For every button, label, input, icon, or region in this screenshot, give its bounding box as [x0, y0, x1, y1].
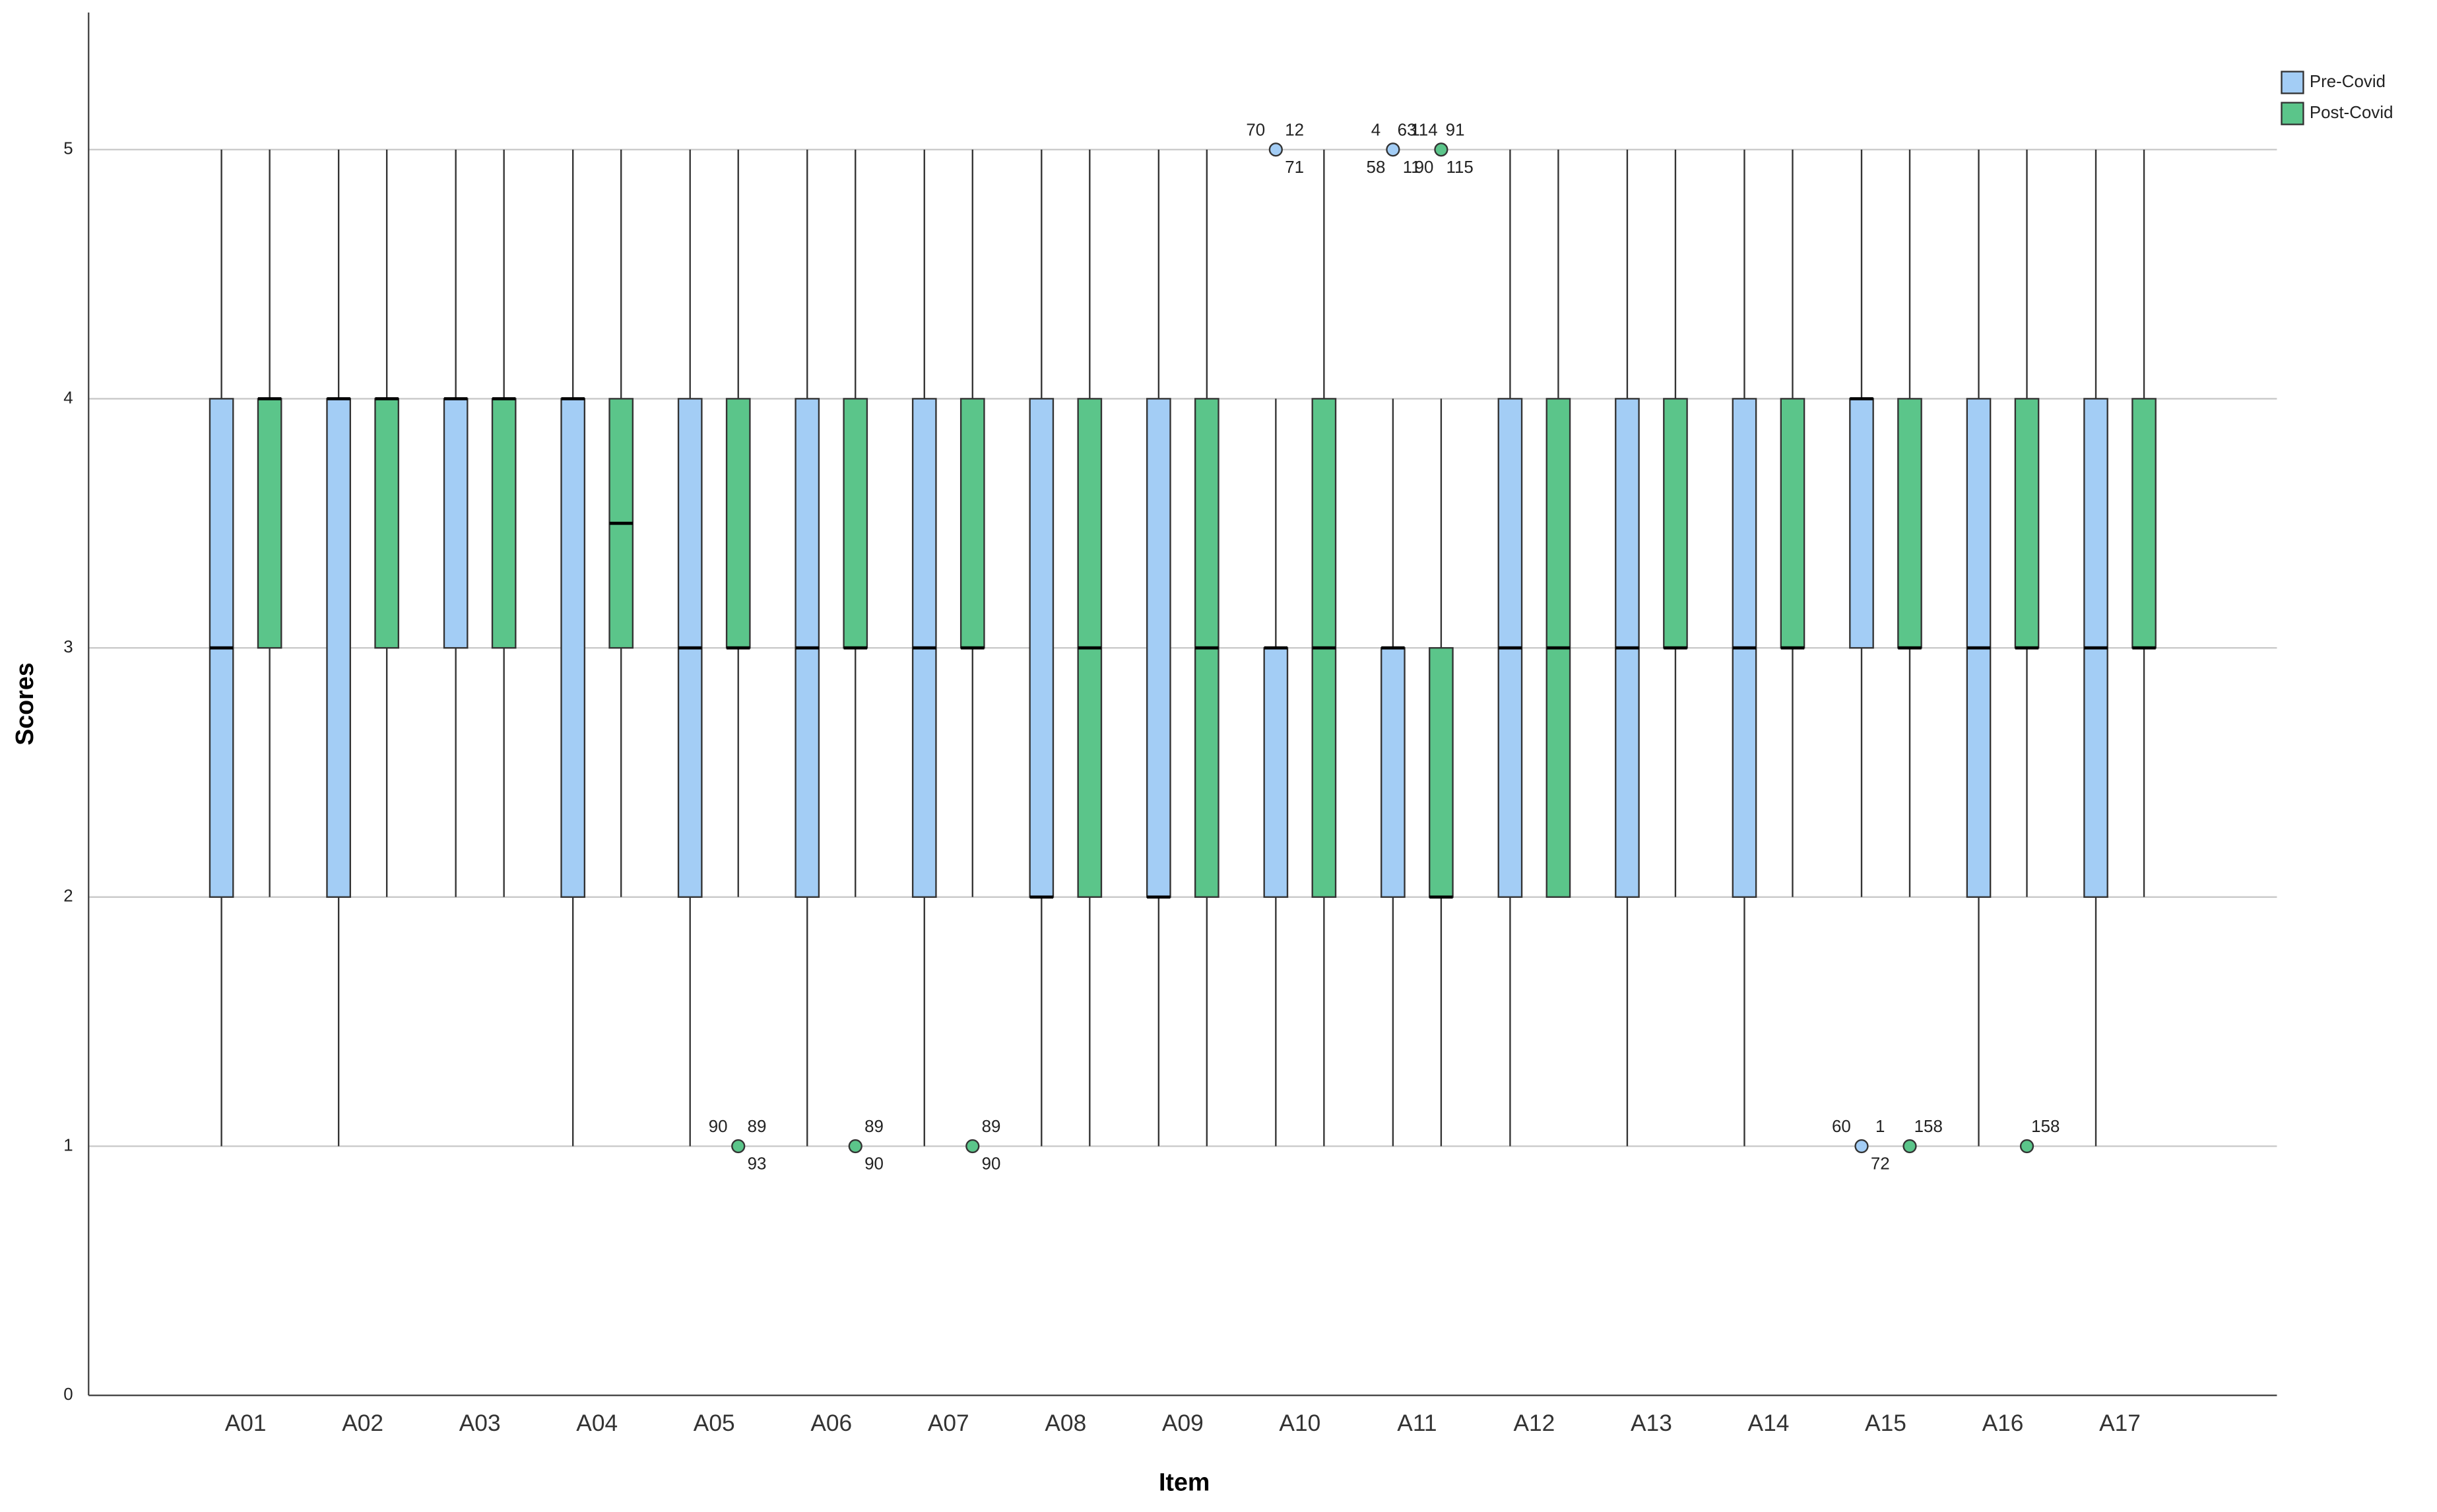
y-axis-title: Scores: [11, 662, 38, 745]
x-tick-label: A06: [810, 1410, 852, 1436]
outlier: [1386, 142, 1400, 157]
y-tick-label: 5: [63, 140, 73, 158]
outlier: [1854, 1139, 1869, 1154]
box: [374, 398, 399, 649]
box: [1263, 646, 1289, 898]
box: [1897, 398, 1922, 649]
outlier-label: 89: [748, 1118, 767, 1136]
box: [959, 398, 985, 649]
outlier-label: 70: [1246, 121, 1265, 139]
x-tick-label: A11: [1397, 1410, 1437, 1436]
x-tick-label: A13: [1631, 1410, 1672, 1436]
box: [1146, 398, 1171, 898]
box: [257, 398, 282, 649]
box: [2014, 398, 2040, 649]
x-tick-label: A02: [342, 1410, 383, 1436]
box: [1429, 646, 1454, 898]
x-tick-label: A12: [1513, 1410, 1555, 1436]
outlier-label: 89: [982, 1118, 1001, 1136]
y-tick-label: 0: [63, 1385, 73, 1404]
box: [1381, 646, 1406, 898]
outlier: [1434, 142, 1448, 157]
outlier-label: 90: [864, 1155, 884, 1174]
box: [326, 398, 351, 898]
box: [2131, 398, 2157, 649]
outlier-label: 11: [1403, 158, 1421, 177]
legend-label: Post-Covid: [2310, 104, 2393, 122]
box: [843, 398, 868, 649]
outlier-label: 115: [1446, 158, 1474, 177]
y-tick-label: 3: [63, 638, 73, 656]
box: [1780, 398, 1805, 649]
outlier-label: 4: [1371, 121, 1381, 139]
outlier-label: 90: [709, 1118, 728, 1136]
outlier-label: 90: [982, 1155, 1001, 1174]
x-tick-label: A16: [1982, 1410, 2024, 1436]
x-tick-label: A14: [1748, 1410, 1790, 1436]
outlier-label: 71: [1285, 158, 1304, 177]
x-tick-label: A05: [694, 1410, 735, 1436]
box: [560, 398, 586, 898]
outlier-label: 158: [2031, 1118, 2060, 1136]
x-tick-label: A15: [1865, 1410, 1906, 1436]
legend-swatch: [2281, 71, 2304, 94]
outlier-label: 58: [1367, 158, 1386, 177]
legend-label: Pre-Covid: [2310, 73, 2386, 91]
outlier-label: 90: [1415, 158, 1434, 177]
outlier: [1268, 142, 1283, 157]
outlier: [1902, 1139, 1917, 1154]
box: [725, 398, 751, 649]
outlier-label: 114: [1410, 121, 1437, 139]
x-tick-label: A04: [576, 1410, 618, 1436]
y-tick-label: 4: [63, 389, 73, 407]
x-tick-label: A17: [2099, 1410, 2141, 1436]
outlier-label: 91: [1446, 121, 1465, 139]
x-tick-label: A07: [928, 1410, 969, 1436]
box: [443, 398, 469, 649]
outlier: [2019, 1139, 2034, 1154]
legend-swatch: [2281, 102, 2304, 125]
outlier: [965, 1139, 980, 1154]
x-tick-label: A08: [1045, 1410, 1086, 1436]
x-tick-label: A10: [1279, 1410, 1320, 1436]
outlier-label: 89: [864, 1118, 884, 1136]
outlier-label: 72: [1871, 1155, 1890, 1174]
outlier-label: 1: [1875, 1118, 1885, 1136]
outlier-label: 93: [748, 1155, 767, 1174]
y-tick-label: 1: [63, 1136, 73, 1154]
x-tick-label: A03: [459, 1410, 501, 1436]
y-tick-label: 2: [63, 887, 73, 906]
box: [1029, 398, 1055, 898]
x-tick-label: A09: [1162, 1410, 1204, 1436]
outlier: [731, 1139, 746, 1154]
outlier-label: 158: [1914, 1118, 1943, 1136]
outlier-label: 63: [1398, 121, 1417, 139]
x-tick-label: A01: [225, 1410, 267, 1436]
box: [1849, 398, 1874, 649]
outlier-label: 12: [1285, 121, 1304, 139]
outlier: [848, 1139, 862, 1154]
x-axis-title: Item: [1159, 1468, 1210, 1496]
outlier-label: 60: [1832, 1118, 1851, 1136]
box: [491, 398, 517, 649]
box: [1663, 398, 1688, 649]
